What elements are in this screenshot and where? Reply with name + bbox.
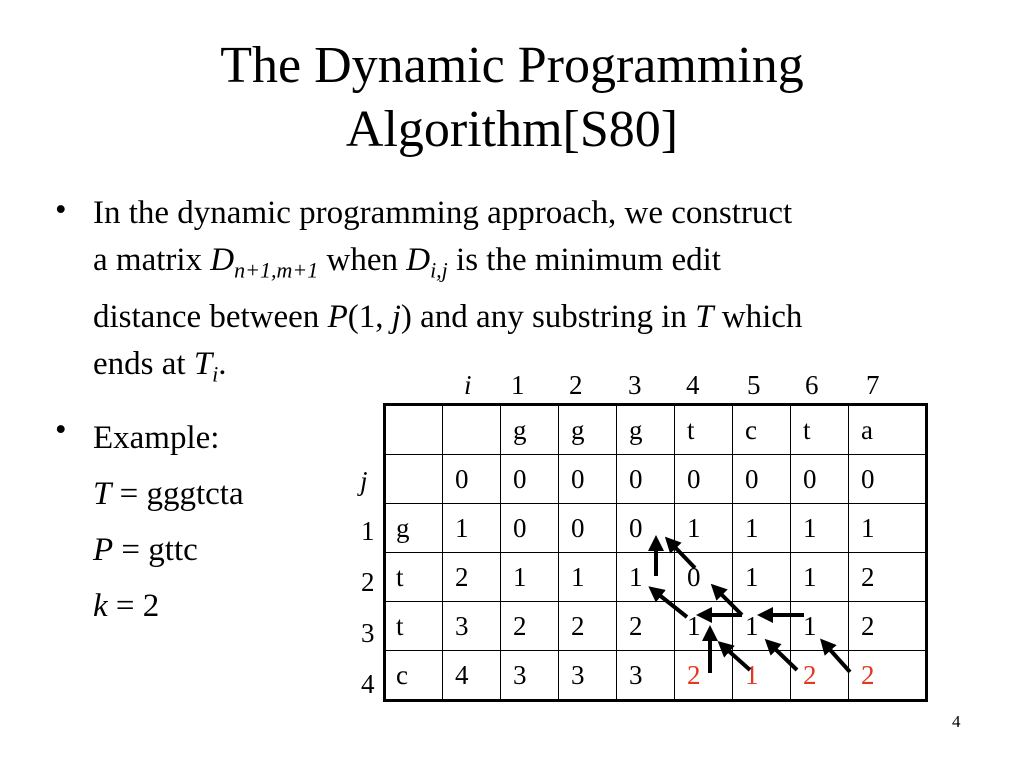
title-line-1: The Dynamic Programming [220, 37, 804, 94]
arrow-icon [764, 638, 799, 672]
i-index: 4 [686, 370, 700, 400]
matrix-cell: g [384, 503, 443, 553]
i-index: 2 [569, 370, 583, 400]
matrix-cell: 0 [790, 454, 849, 504]
arrow-icon [819, 638, 852, 674]
matrix-cell: 3 [442, 601, 501, 651]
matrix-cell: 2 [848, 552, 927, 602]
matrix-cell: g [500, 404, 559, 455]
j-index: 3 [361, 618, 375, 648]
j-index: 4 [361, 669, 375, 699]
matrix-cell: 1 [790, 552, 849, 602]
matrix-cell [442, 404, 501, 455]
matrix-cell: a [848, 404, 927, 455]
bullet-1: In the dynamic programming approach, we … [93, 190, 802, 397]
matrix-cell: 4 [442, 650, 501, 701]
i-index: 7 [866, 370, 880, 400]
matrix-cell: 2 [674, 650, 733, 701]
matrix-cell: 2 [848, 601, 927, 651]
title-line-2: Algorithm[S80] [345, 101, 679, 158]
arrow-icon [664, 536, 697, 570]
page-number: 4 [952, 712, 961, 731]
matrix-cell: 1 [848, 503, 927, 553]
matrix-cell [384, 404, 443, 455]
matrix-cell: 3 [558, 650, 617, 701]
matrix-cell: c [384, 650, 443, 701]
j-index: 2 [361, 567, 375, 597]
matrix-cell: 2 [558, 601, 617, 651]
bullet-2: Example: T = gggtcta P = gttc k = 2 [93, 410, 244, 634]
matrix-cell: t [790, 404, 849, 455]
j-index: 1 [361, 516, 375, 546]
i-index: 5 [747, 370, 761, 400]
example-p: P = gttc [93, 532, 198, 568]
matrix-cell: 0 [442, 454, 501, 504]
arrow-icon [717, 641, 752, 672]
matrix-cell: t [674, 404, 733, 455]
slide-title: The Dynamic Programming Algorithm[S80] [0, 34, 1024, 162]
matrix-cell: 1 [732, 650, 791, 701]
bullet-icon: • [55, 412, 67, 448]
i-index: 1 [511, 370, 525, 400]
i-label: i [464, 370, 472, 400]
matrix-cell: 0 [500, 454, 559, 504]
matrix-cell: 2 [848, 650, 927, 701]
matrix-cell: t [384, 552, 443, 602]
example-t: T = gggtcta [93, 476, 244, 512]
matrix-cell [384, 454, 443, 504]
example-label: Example: [93, 420, 220, 456]
b1-line4: ends at Ti. [93, 345, 227, 387]
b1-line3: distance between P(1, j) and any substri… [93, 298, 803, 335]
bullet-icon: • [55, 192, 67, 228]
matrix-cell: 0 [558, 503, 617, 553]
j-label: j [360, 466, 368, 496]
arrow-icon [648, 586, 689, 619]
i-index: 3 [628, 370, 642, 400]
matrix-cell: 3 [616, 650, 675, 701]
matrix-cell: 1 [790, 503, 849, 553]
arrow-icon [710, 583, 744, 617]
i-index: 6 [805, 370, 819, 400]
matrix-cell: 1 [732, 503, 791, 553]
example-k: k = 2 [93, 588, 160, 624]
b1-line1: In the dynamic programming approach, we … [93, 195, 793, 231]
matrix-cell: 0 [674, 454, 733, 504]
b1-line2: a matrix Dn+1,m+1 when Di,j is the minim… [93, 242, 721, 283]
matrix-cell: 2 [500, 601, 559, 651]
matrix-cell: g [616, 404, 675, 455]
matrix-cell: 1 [442, 503, 501, 553]
matrix-cell: c [732, 404, 791, 455]
matrix-cell: 0 [500, 503, 559, 553]
matrix-cell: 3 [500, 650, 559, 701]
